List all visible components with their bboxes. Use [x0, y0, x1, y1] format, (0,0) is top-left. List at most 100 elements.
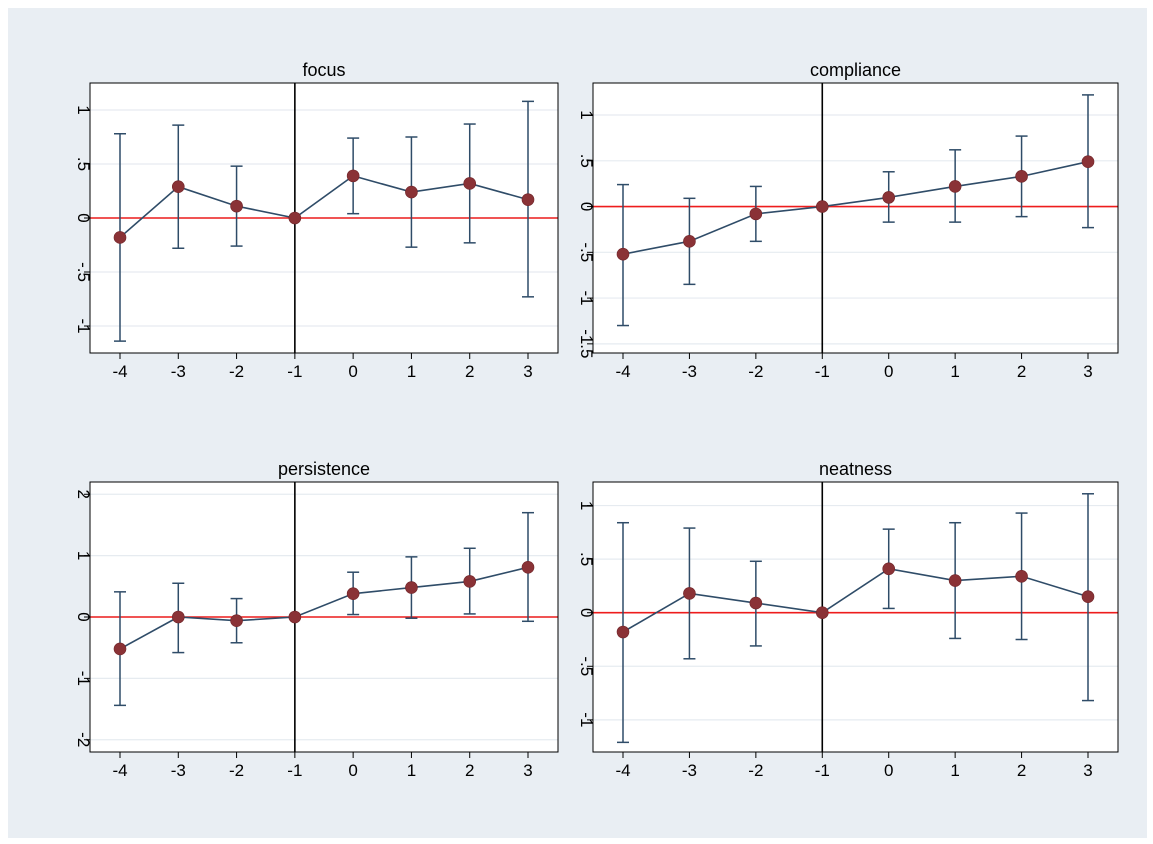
panel-focus: -1 -.5 0 .5 1 -4 -3 -2 -1 0 1 2 3 focus	[74, 60, 559, 381]
panel-neatness: -1 -.5 0 .5 1 -4 -3 -2 -1 0 1 2 3 neatness	[577, 459, 1119, 780]
y-tick-label: -1	[577, 291, 596, 306]
x-tick-label: 1	[407, 761, 416, 780]
y-tick-label: 0	[74, 213, 93, 222]
data-point	[815, 200, 829, 213]
y-tick-label: 2	[74, 490, 93, 499]
plot-frame	[592, 82, 1119, 354]
chart-canvas: -1-.50.51-4 -3 -2 -1 0 1 2 3focus-1.5-1-.50.51-…	[74, 60, 1119, 780]
y-tick-label: -1	[74, 671, 93, 686]
event-study-figure: -1 -.5 0.5 1 -4 -3 -2 -1 0 1 2 3 focus -1.5 -1 -.5 0.5 1-…	[8, 8, 1147, 838]
data-point	[815, 606, 829, 620]
x-tick-label: -1	[815, 761, 830, 780]
data-point	[405, 581, 418, 594]
data-point	[288, 211, 302, 225]
x-tick-label: 0	[884, 761, 893, 780]
data-point	[521, 560, 535, 574]
y-tick-label: -1	[577, 712, 596, 727]
x-tick-label: -2	[229, 362, 244, 381]
data-point	[521, 193, 535, 206]
x-tick-label: 2	[1017, 761, 1026, 780]
x-tick-label: -1	[287, 761, 302, 780]
data-point	[113, 642, 127, 656]
plot-area	[593, 482, 1118, 752]
data-point	[463, 575, 477, 588]
x-tick-label: -4	[615, 761, 630, 780]
y-tick-label: -1	[74, 318, 93, 333]
plot-frame	[592, 481, 1119, 753]
x-tick-label: -4	[112, 362, 127, 381]
x-tick-label: 0	[348, 362, 357, 381]
data-point	[683, 587, 696, 600]
data-point	[683, 235, 696, 248]
y-tick-label: -1.5	[577, 329, 596, 358]
x-tick-label: 3	[1083, 362, 1092, 381]
data-point	[616, 625, 630, 639]
data-point	[230, 199, 243, 213]
plot-area	[593, 83, 1118, 353]
y-tick-label: .5	[74, 157, 93, 171]
series-line	[119, 175, 529, 239]
x-tick-label: -3	[682, 761, 697, 780]
series-line	[622, 160, 1089, 255]
series-line	[622, 567, 1089, 633]
x-tick-label: 3	[523, 362, 532, 381]
data-point	[948, 574, 962, 587]
x-tick-label: 2	[465, 761, 474, 780]
y-tick-label: 1	[74, 105, 93, 114]
x-tick-label: -2	[229, 761, 244, 780]
x-tick-label: 2	[1017, 362, 1026, 381]
y-tick-label: -.5	[577, 242, 596, 262]
data-point	[288, 610, 302, 624]
x-tick-label: -3	[682, 362, 697, 381]
data-point	[1081, 155, 1095, 169]
x-tick-label: 1	[950, 362, 959, 381]
x-tick-label: -3	[171, 761, 186, 780]
y-tick-label: 0	[577, 608, 596, 617]
panel-title: neatness	[819, 459, 892, 479]
y-tick-label: 1	[74, 551, 93, 560]
x-tick-label: 3	[523, 761, 532, 780]
y-tick-label: 1	[577, 501, 596, 510]
data-point	[616, 247, 630, 261]
panel-title: focus	[302, 60, 345, 80]
x-tick-label: -4	[615, 362, 630, 381]
series-line	[119, 566, 529, 650]
x-tick-label: -4	[112, 761, 127, 780]
data-point	[1015, 170, 1028, 183]
x-tick-label: 1	[950, 761, 959, 780]
data-point	[346, 587, 360, 600]
data-point	[882, 191, 896, 204]
y-tick-label: -2	[74, 732, 93, 747]
data-point	[171, 180, 185, 193]
data-point	[405, 185, 418, 199]
panel-title: persistence	[278, 459, 370, 479]
x-tick-label: 0	[348, 761, 357, 780]
data-point	[749, 207, 763, 221]
data-point	[346, 169, 360, 183]
y-tick-label: .5	[577, 552, 596, 566]
data-point	[1015, 569, 1028, 583]
data-point	[948, 180, 962, 193]
x-tick-label: -2	[748, 761, 763, 780]
y-tick-label: 0	[74, 612, 93, 621]
data-point	[1081, 590, 1095, 603]
panel-persistence: -2 -1 0 1 2 -4 -3 -2 -1 0 1 2 3 persistence	[74, 459, 559, 780]
x-tick-label: 2	[465, 362, 474, 381]
panel-title: compliance	[810, 60, 901, 80]
y-tick-label: -.5	[577, 656, 596, 676]
data-point	[171, 610, 185, 624]
x-tick-label: 3	[1083, 761, 1092, 780]
x-tick-label: -1	[287, 362, 302, 381]
data-point	[463, 177, 477, 190]
panel-compliance: -1.5 -1 -.5 0 .5 1 -4 -3 -2 -1 0 1 2 3 compliance	[577, 60, 1119, 381]
x-tick-label: 1	[407, 362, 416, 381]
data-point	[113, 231, 127, 244]
data-point	[882, 562, 896, 576]
y-tick-label: 1	[577, 110, 596, 119]
y-tick-label: .5	[577, 154, 596, 168]
x-tick-label: -3	[171, 362, 186, 381]
y-tick-label: 0	[577, 202, 596, 211]
data-point	[749, 596, 763, 610]
data-point	[230, 614, 243, 627]
x-tick-label: 0	[884, 362, 893, 381]
